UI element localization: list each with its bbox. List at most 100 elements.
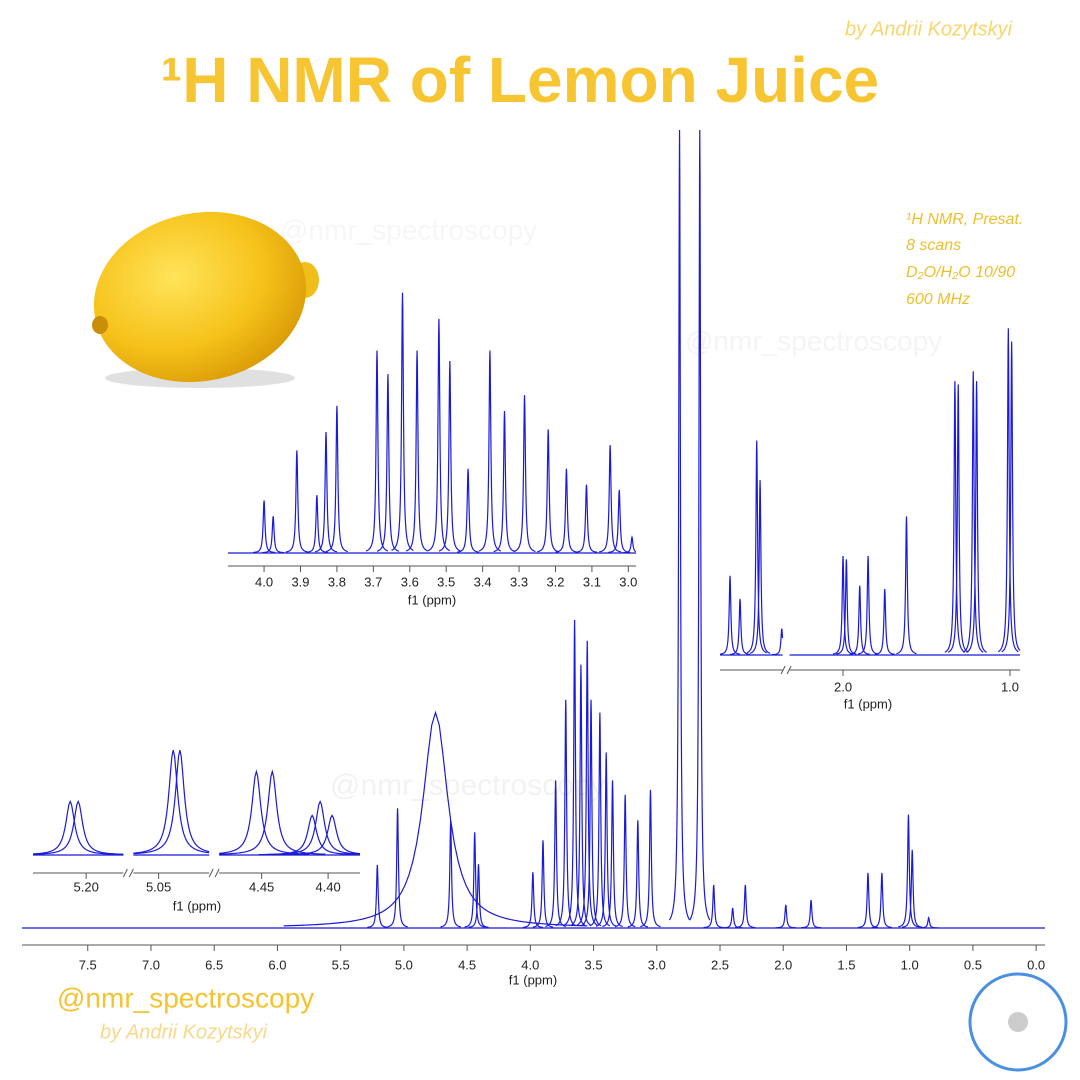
peak [387, 808, 408, 928]
x-tick-label: 3.1 [583, 574, 601, 589]
x-tick-label: 4.40 [315, 879, 340, 894]
peak [532, 840, 554, 928]
peak [966, 381, 987, 653]
peak [749, 480, 771, 654]
axis-break [122, 868, 134, 878]
peak [735, 884, 756, 929]
x-tick-label: 1.0 [1001, 679, 1019, 694]
x-tick-label: 3.4 [474, 574, 492, 589]
peak [493, 410, 516, 553]
peak [555, 468, 578, 553]
x-tick-label: 2.0 [774, 957, 792, 972]
peak [918, 916, 939, 929]
x-tick-label: 4.5 [458, 957, 476, 972]
peak [703, 884, 724, 929]
x-tick-label: 7.5 [79, 957, 97, 972]
peak [365, 350, 389, 552]
peak [599, 445, 622, 553]
x-tick-label: 4.45 [249, 879, 274, 894]
author-bottom: by Andrii Kozytskyi [100, 1021, 268, 1043]
watermark: @nmr_spectroscopy [280, 214, 537, 245]
peak [944, 381, 966, 653]
x-tick-label: 3.5 [437, 574, 455, 589]
peak [278, 814, 361, 856]
peak [898, 814, 919, 928]
chart-title: ¹H NMR of Lemon Juice [161, 44, 879, 116]
x-tick-label: 3.2 [546, 574, 564, 589]
x-tick-label: 7.0 [142, 957, 160, 972]
peak [468, 864, 489, 928]
peak [775, 904, 796, 929]
logo-center [1008, 1012, 1028, 1032]
peak [621, 535, 637, 554]
peak [570, 664, 592, 926]
peak [689, 130, 711, 921]
peak [438, 360, 461, 552]
peak [962, 371, 984, 653]
axis-break [780, 665, 792, 675]
lemon-body [93, 211, 307, 383]
peak [478, 350, 502, 552]
peak [32, 799, 124, 855]
x-tick-label: 6.0 [268, 957, 286, 972]
peak [376, 374, 400, 552]
x-tick-label: 3.0 [648, 957, 666, 972]
peak [391, 292, 414, 551]
peak [545, 780, 566, 928]
peak [800, 899, 822, 929]
peak [746, 440, 767, 654]
acquisition-line: D₂O/H₂O 10/90 [906, 264, 1015, 281]
x-axis-label: f1 (ppm) [173, 898, 221, 913]
x-tick-label: 0.0 [1027, 957, 1045, 972]
peak [427, 318, 451, 552]
spectrum [32, 750, 361, 856]
peak [285, 450, 308, 553]
peak [262, 516, 285, 554]
peak [849, 585, 870, 655]
peak [305, 495, 328, 554]
peak [1001, 341, 1021, 653]
peak [902, 849, 923, 928]
x-axis-label: f1 (ppm) [408, 592, 456, 607]
x-tick-label: 6.5 [205, 957, 223, 972]
peak [608, 489, 631, 553]
peak [595, 752, 617, 927]
watermark: @nmr_spectroscopy [685, 325, 942, 356]
peak [464, 832, 485, 928]
x-tick-label: 4.0 [255, 574, 273, 589]
x-tick-label: 2.5 [711, 957, 729, 972]
peak [440, 820, 461, 928]
x-tick-label: 5.0 [395, 957, 413, 972]
acquisition-line: 8 scans [906, 237, 961, 254]
x-tick-label: 5.05 [146, 879, 171, 894]
acquisition-line: ¹H NMR, Presat. [906, 211, 1023, 228]
x-tick-label: 3.5 [585, 957, 603, 972]
x-tick-label: 5.5 [332, 957, 350, 972]
spectrum [22, 130, 1045, 929]
x-tick-label: 5.20 [74, 879, 99, 894]
author-top: by Andrii Kozytskyi [845, 18, 1013, 40]
peak [575, 484, 598, 553]
peak [771, 628, 784, 656]
lemon-nub [92, 316, 108, 334]
x-tick-label: 3.9 [291, 574, 309, 589]
x-tick-label: 4.0 [521, 957, 539, 972]
peak [640, 789, 661, 928]
acquisition-line: 600 MHz [906, 291, 970, 308]
peak [405, 350, 429, 552]
x-axis-label: f1 (ppm) [509, 972, 557, 987]
peak [871, 872, 893, 929]
spectrum [719, 328, 1021, 656]
peak [555, 699, 577, 927]
handle: @nmr_spectroscopy [57, 982, 314, 1013]
peak [314, 431, 338, 553]
peak [874, 588, 895, 655]
peak [580, 699, 602, 927]
peak [947, 384, 969, 653]
x-tick-label: 3.8 [328, 574, 346, 589]
peak [729, 598, 751, 656]
peak [253, 500, 276, 554]
